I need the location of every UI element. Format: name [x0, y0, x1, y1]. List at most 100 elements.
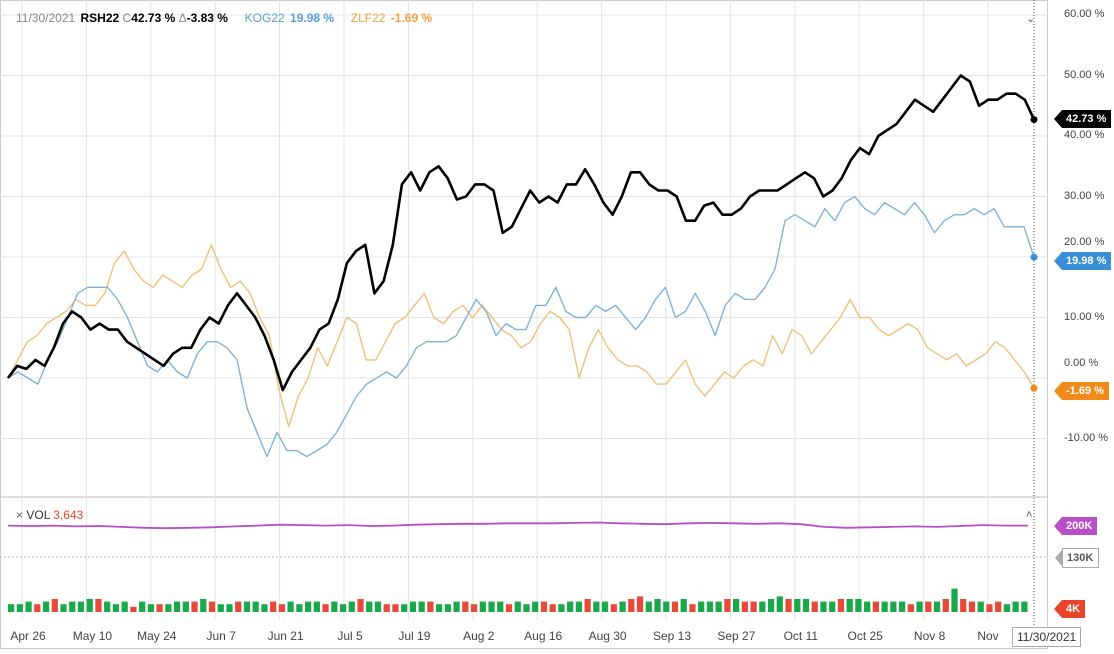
- volume-bar: [77, 601, 85, 612]
- kog22-line: [7, 195, 1035, 458]
- volume-bar: [759, 601, 766, 612]
- x-tick-label: Sep 27: [717, 629, 756, 643]
- volume-bar: [200, 599, 207, 612]
- volume-bar: [1021, 601, 1028, 612]
- volume-bar: [235, 601, 242, 612]
- volume-bar: [331, 601, 338, 612]
- volume-bar: [864, 601, 871, 612]
- volume-bar: [698, 601, 705, 612]
- kog22-line-last-point: [1030, 253, 1038, 261]
- volume-bar: [86, 599, 93, 612]
- volume-bar: [977, 601, 984, 612]
- vol-reference-tag: 130K: [1054, 548, 1100, 568]
- volume-bar: [794, 599, 801, 612]
- volume-bar: [8, 604, 15, 612]
- volume-bar: [995, 601, 1002, 612]
- x-tick-label: Jul 19: [398, 629, 431, 643]
- volume-bar: [907, 604, 914, 612]
- volume-average-line: [7, 521, 1028, 530]
- legend-zlf-symbol: ZLF22: [350, 11, 386, 25]
- volume-bar: [610, 604, 617, 612]
- y-tick-label: 40.00 %: [1064, 129, 1105, 141]
- legend-rsh-symbol: RSH22: [80, 11, 120, 25]
- legend-rsh-change: -3.83 %: [186, 11, 228, 25]
- volume-bar: [16, 604, 23, 612]
- volume-bar: [182, 601, 189, 612]
- legend-change-prefix: Δ: [178, 11, 187, 25]
- volume-bar: [95, 599, 102, 612]
- volume-bar: [942, 599, 949, 612]
- volume-bar: [724, 599, 731, 612]
- x-tick-label: Nov: [977, 629, 999, 643]
- volume-bar: [488, 601, 495, 612]
- volume-bar: [689, 604, 696, 612]
- volume-bar: [575, 601, 583, 612]
- y-tick-label: 20.00 %: [1064, 236, 1105, 248]
- volume-bar: [51, 599, 58, 612]
- volume-bar: [348, 601, 355, 612]
- volume-bar: [357, 599, 364, 612]
- x-tick-label: Jul 5: [337, 629, 363, 643]
- legend-zlf-value: -1.69 %: [390, 11, 433, 25]
- volume-bar: [69, 601, 76, 612]
- vol-last-tag: 4K: [1053, 600, 1086, 618]
- volume-bar: [558, 604, 565, 612]
- volume-bar: [925, 601, 932, 612]
- volume-bar: [444, 604, 451, 612]
- volume-bar: [829, 601, 836, 612]
- volume-bar: [278, 604, 286, 612]
- x-tick-label: Oct 25: [847, 629, 883, 643]
- expand-chevron-icon[interactable]: ˄: [1026, 509, 1033, 521]
- volume-bar: [855, 599, 862, 612]
- volume-bar: [34, 604, 41, 612]
- volume-bar: [881, 601, 888, 612]
- volume-bar: [130, 606, 137, 612]
- rsh-last-value-tag: 42.73 %: [1053, 110, 1112, 128]
- volume-bar: [139, 601, 146, 612]
- volume-bar: [383, 604, 390, 612]
- volume-bar: [366, 601, 373, 612]
- volume-bar: [916, 601, 923, 612]
- x-tick-label: Nov 8: [913, 629, 946, 643]
- volume-bar: [671, 601, 679, 612]
- volume-bar: [226, 604, 233, 612]
- volume-bar: [619, 601, 626, 612]
- volume-bar: [453, 601, 460, 612]
- volume-bar: [505, 604, 513, 612]
- volume-bar: [532, 601, 539, 612]
- volume-bar: [601, 601, 609, 612]
- volume-bar: [374, 601, 382, 612]
- volume-bar: [654, 599, 661, 612]
- volume-bar: [436, 604, 443, 612]
- y-tick-label: 30.00 %: [1064, 189, 1105, 202]
- volume-bar: [1003, 604, 1011, 612]
- y-tick-label: 0.00 %: [1064, 357, 1099, 369]
- volume-bar: [785, 599, 792, 612]
- volume-bar: [479, 601, 486, 612]
- volume-bar: [680, 599, 687, 612]
- legend-close-prefix: C: [122, 11, 132, 25]
- zlf22-line-last-point: [1030, 384, 1038, 392]
- legend-rsh-close: 42.73 %: [131, 11, 176, 25]
- chart-frame: [0, 0, 1048, 649]
- close-volume-icon[interactable]: ×: [16, 508, 24, 522]
- x-tick-label: Aug 30: [588, 629, 627, 643]
- volume-bar: [951, 588, 958, 612]
- volume-bar: [497, 601, 504, 612]
- volume-bar: [217, 604, 224, 612]
- volume-bar: [409, 601, 417, 612]
- y-tick-label: 10.00 %: [1064, 310, 1105, 323]
- volume-bar: [584, 599, 591, 612]
- volume-bar: [593, 601, 600, 612]
- volume-bar: [514, 601, 521, 612]
- volume-bar: [741, 601, 748, 612]
- volume-bar: [523, 604, 530, 612]
- collapse-chevron-icon[interactable]: ⌄: [1026, 13, 1036, 25]
- volume-bar: [872, 601, 880, 612]
- volume-bar: [750, 601, 757, 612]
- volume-bar: [776, 596, 783, 612]
- volume-bar: [645, 601, 652, 612]
- x-tick-label: Aug 16: [524, 629, 563, 643]
